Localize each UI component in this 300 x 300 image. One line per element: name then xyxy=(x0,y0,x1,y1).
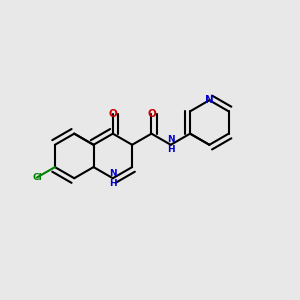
Text: O: O xyxy=(147,109,156,119)
Text: N
H: N H xyxy=(167,135,175,154)
Text: N: N xyxy=(205,95,214,105)
Text: O: O xyxy=(109,109,117,119)
Text: Cl: Cl xyxy=(32,173,42,182)
Text: N
H: N H xyxy=(109,169,117,188)
